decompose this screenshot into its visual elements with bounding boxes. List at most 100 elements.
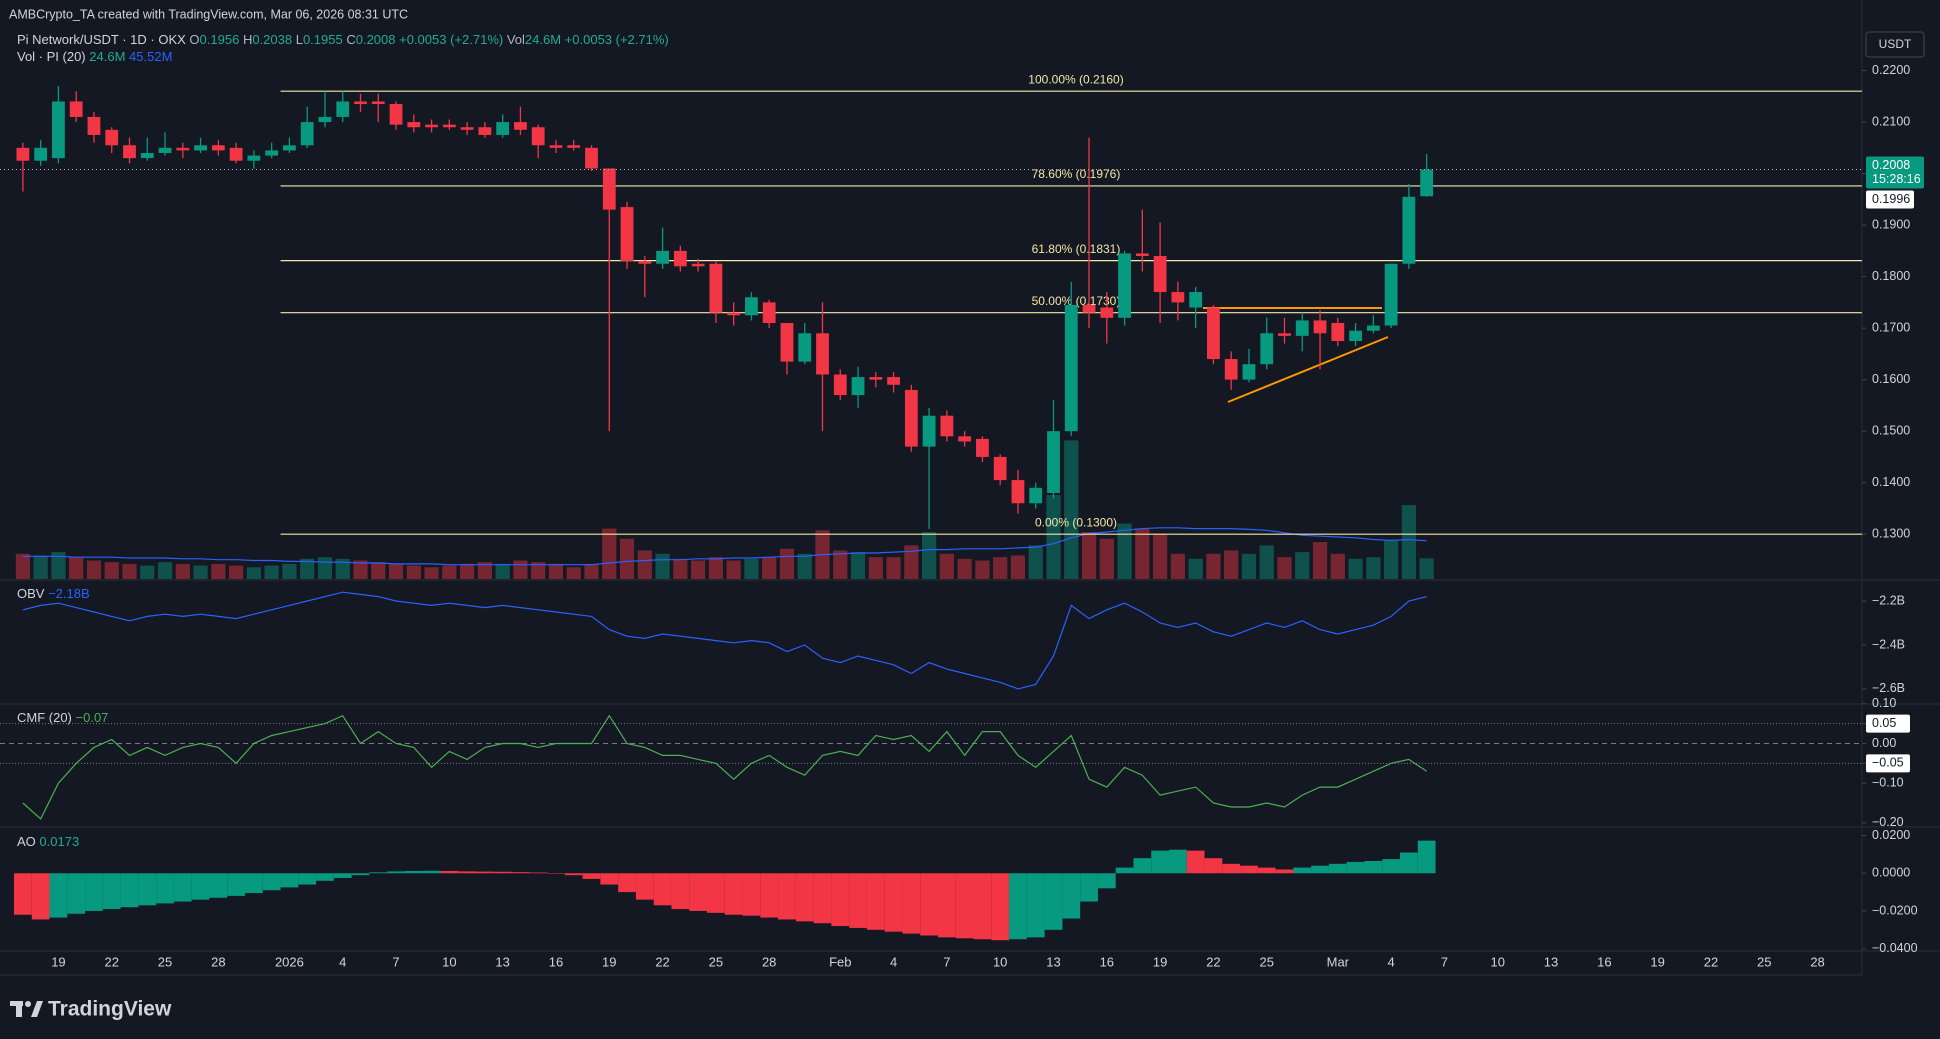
volume-bar [388, 563, 404, 579]
ao-bar [280, 873, 299, 888]
y-tick-label: 0.1400 [1872, 475, 1910, 489]
candle-body [460, 127, 474, 130]
ao-bar [760, 873, 779, 918]
volume-bar [1046, 495, 1061, 579]
y-tick-label: 0.00 [1872, 736, 1896, 750]
volume-bar [993, 557, 1008, 579]
candle-body [531, 127, 545, 146]
ao-bar [707, 873, 725, 913]
cmf-legend: CMF (20) −0.07 [17, 710, 108, 725]
candle-body [1100, 307, 1114, 318]
ao-bar [884, 873, 903, 932]
ao-bar [724, 873, 743, 915]
volume-bar [531, 562, 546, 579]
candle-body [620, 207, 634, 262]
ao-bar [529, 872, 548, 874]
candle-body [247, 155, 261, 161]
candle-body [602, 168, 616, 210]
volume-bar [495, 563, 510, 579]
ohlc-label: H [243, 32, 252, 47]
volume-bar [264, 565, 279, 579]
candle-body [389, 104, 403, 125]
ao-bar [333, 873, 352, 878]
x-tick-label: 7 [943, 954, 950, 969]
x-tick-label: 13 [495, 954, 509, 969]
fib-label: 61.80% (0.1831) [1032, 242, 1121, 256]
ao-bar [831, 873, 850, 927]
candle-body [1313, 320, 1327, 334]
y-tick-label: 0.1600 [1872, 372, 1910, 386]
y-tick-label: −0.05 [1872, 756, 1904, 770]
candle-body [1349, 330, 1362, 342]
price-badge [1866, 190, 1914, 209]
vol-change: +0.0053 (+2.71%) [565, 32, 669, 47]
ao-bar [14, 873, 32, 915]
ao-bar [600, 873, 619, 885]
volume-ma-line [22, 527, 1427, 566]
ao-bar [316, 873, 334, 881]
volume-bar [282, 563, 297, 579]
volume-bar [886, 557, 901, 579]
ao-bar [1311, 865, 1329, 874]
band-badge [1866, 754, 1910, 773]
candle-body [1029, 487, 1043, 504]
y-tick-label: 0.2200 [1872, 63, 1910, 77]
candle-body [727, 312, 741, 316]
x-tick-label: 28 [211, 954, 225, 969]
ao-bar [1204, 858, 1223, 874]
volume-bar [566, 567, 581, 579]
volume-bar [744, 558, 759, 579]
ao-bar [1169, 849, 1187, 874]
ohlc-label: O [189, 32, 199, 47]
candle-body [318, 116, 332, 123]
ao-bar [404, 870, 423, 874]
candle-body [993, 456, 1007, 481]
ao-bar [458, 871, 476, 874]
ao-bar [1257, 867, 1276, 874]
ao-bar [1115, 867, 1134, 874]
volume-legend-ma: 45.52M [129, 49, 172, 64]
ao-bar [1417, 840, 1436, 874]
candle-body [833, 374, 847, 396]
x-tick-label: 4 [339, 954, 346, 969]
y-tick-label: 0.1300 [1872, 526, 1910, 540]
plot-layer: 19 22 25 28 2026 4 7 10 13 16 19 22 25 28 Feb 4 7 10 13 16 1… [0, 63, 1924, 969]
symbol-legend: Pi Network/USDT · 1D · OKX O0.1956 H0.20… [17, 32, 669, 47]
candle-body [211, 145, 225, 151]
ao-bar [618, 873, 636, 893]
candle-body [514, 122, 527, 130]
candle-body [887, 377, 900, 385]
x-tick-label: 16 [549, 954, 563, 969]
candle-body [158, 147, 172, 153]
x-tick-label: 10 [442, 954, 456, 969]
volume-bar [673, 558, 688, 579]
price-badge-countdown: 15:28:16 [1872, 172, 1921, 186]
x-tick-label: 16 [1100, 954, 1114, 969]
x-tick-label: 22 [1206, 954, 1220, 969]
x-tick-label: 4 [1387, 954, 1394, 969]
x-tick-label: 22 [655, 954, 669, 969]
candle-body [283, 145, 296, 151]
volume-bar [1117, 523, 1132, 579]
volume-legend-value: 24.6M [89, 49, 125, 64]
volume-bar [1277, 557, 1292, 579]
volume-bar [86, 560, 102, 579]
ao-bar [1328, 863, 1347, 874]
x-tick-label: Mar [1327, 954, 1350, 969]
candle-body [762, 302, 776, 323]
ao-bar [813, 873, 832, 924]
candle-body [425, 124, 438, 128]
candle-body [52, 101, 65, 159]
ao-bar [1222, 863, 1241, 874]
candle-body [229, 147, 243, 161]
y-tick-label: 0.1500 [1872, 423, 1910, 437]
volume-bar [1241, 553, 1257, 579]
price-badge-value: 0.2008 [1872, 158, 1910, 172]
y-tick-label: −0.20 [1872, 815, 1904, 829]
x-tick-label: 13 [1046, 954, 1060, 969]
currency-badge[interactable] [1865, 31, 1925, 58]
candle-body [300, 122, 314, 146]
y-tick-label: 0.1700 [1872, 320, 1910, 334]
ao-legend-name: AO [17, 834, 36, 849]
volume-bar [1188, 558, 1203, 579]
